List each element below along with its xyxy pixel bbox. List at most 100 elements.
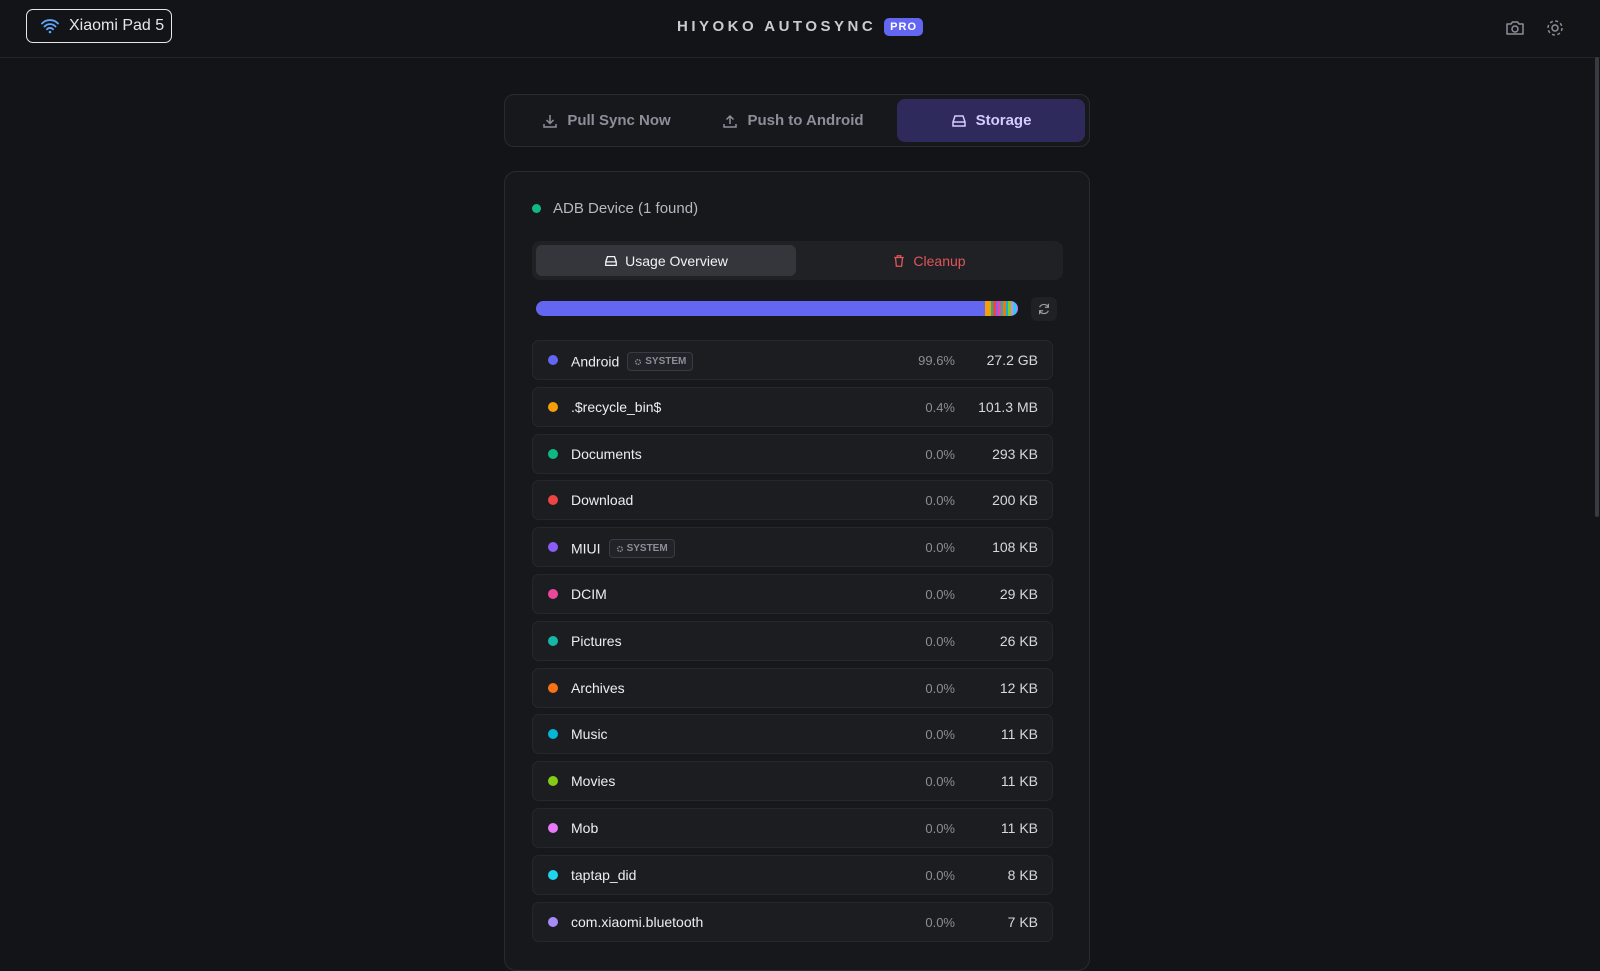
folder-name-wrap: Pictures bbox=[571, 633, 622, 649]
folder-name: Download bbox=[571, 492, 634, 509]
color-dot bbox=[548, 401, 558, 412]
folder-name-wrap: Music bbox=[571, 726, 608, 742]
folder-size: 101.3 MB bbox=[978, 398, 1038, 415]
tab-label: Push to Android bbox=[747, 112, 864, 129]
refresh-button[interactable] bbox=[1031, 297, 1057, 321]
main-tabs: Pull Sync Now Push to Android Storage bbox=[504, 94, 1090, 147]
download-icon bbox=[543, 114, 558, 128]
usage-bar bbox=[536, 301, 1018, 316]
folder-size: 8 KB bbox=[1007, 866, 1038, 883]
folder-row: Download 0.0% 200 KB bbox=[532, 480, 1053, 521]
folder-name-wrap: DCIM bbox=[571, 586, 607, 602]
folder-row: Mob 0.0% 11 KB bbox=[532, 808, 1053, 848]
folder-row: Archives 0.0% 12 KB bbox=[532, 667, 1053, 708]
folder-size: 29 KB bbox=[999, 586, 1038, 602]
folder-row: DCIM 0.0% 29 KB bbox=[532, 574, 1053, 614]
title-text: HIYOKO AUTOSYNC bbox=[676, 18, 877, 35]
tab-label: Pull Sync Now bbox=[567, 112, 671, 129]
folder-name: Pictures bbox=[571, 632, 622, 649]
usage-segment bbox=[990, 301, 993, 316]
folder-name: DCIM bbox=[571, 586, 607, 602]
subtab-usage[interactable]: Usage Overview bbox=[536, 245, 796, 276]
sub-tabs: Usage Overview Cleanup bbox=[532, 241, 1063, 280]
folder-row: Movies 0.0% 11 KB bbox=[532, 761, 1053, 802]
tab-label: Storage bbox=[975, 112, 1032, 129]
folder-name: MIUI bbox=[571, 540, 601, 557]
tab-pull[interactable]: Pull Sync Now bbox=[513, 99, 700, 142]
scrollbar[interactable] bbox=[1595, 57, 1599, 517]
folder-name-wrap: taptap_did bbox=[571, 867, 636, 883]
color-dot bbox=[548, 916, 558, 927]
folder-percent: 0.0% bbox=[925, 493, 955, 509]
tab-storage[interactable]: Storage bbox=[897, 99, 1085, 142]
drive-icon bbox=[951, 114, 966, 127]
usage-segment bbox=[1003, 301, 1006, 316]
folder-row: MIUI SYSTEM 0.0% 108 KB bbox=[532, 527, 1053, 568]
folder-size: 11 KB bbox=[1000, 820, 1038, 836]
folder-percent: 0.0% bbox=[925, 680, 955, 696]
folder-name-wrap: Android SYSTEM bbox=[571, 352, 694, 371]
refresh-icon bbox=[1039, 303, 1049, 315]
folder-name-wrap: .$recycle_bin$ bbox=[571, 399, 661, 415]
color-dot bbox=[548, 682, 558, 693]
folder-name-wrap: Movies bbox=[571, 773, 615, 789]
pro-badge: PRO bbox=[884, 18, 924, 36]
folder-size: 11 KB bbox=[1000, 773, 1038, 790]
folder-name: .$recycle_bin$ bbox=[571, 398, 662, 415]
device-name: Xiaomi Pad 5 bbox=[69, 17, 165, 34]
upload-icon bbox=[723, 114, 738, 128]
folder-row: .$recycle_bin$ 0.4% 101.3 MB bbox=[532, 386, 1053, 427]
tag-label: SYSTEM bbox=[626, 543, 668, 555]
settings-button[interactable] bbox=[1545, 18, 1565, 38]
storage-card bbox=[504, 171, 1090, 971]
usage-segment bbox=[1010, 301, 1013, 316]
color-dot bbox=[548, 729, 558, 740]
folder-percent: 0.0% bbox=[925, 914, 955, 930]
tag-label: SYSTEM bbox=[645, 356, 687, 367]
folder-percent: 0.0% bbox=[925, 540, 955, 556]
usage-segment bbox=[998, 301, 1001, 316]
folder-name: Music bbox=[571, 726, 608, 743]
device-button[interactable]: Xiaomi Pad 5 bbox=[26, 9, 172, 43]
folder-name-wrap: Archives bbox=[571, 680, 625, 696]
tab-push[interactable]: Push to Android bbox=[700, 99, 886, 142]
folder-name-wrap: Download bbox=[571, 492, 633, 508]
drive-icon bbox=[605, 255, 618, 266]
folder-percent: 0.0% bbox=[925, 446, 955, 462]
folder-size: 26 KB bbox=[999, 632, 1038, 649]
camera-button[interactable] bbox=[1505, 18, 1525, 38]
device-status: ADB Device (1 found) bbox=[532, 200, 698, 217]
folder-percent: 0.4% bbox=[925, 399, 955, 415]
folder-row: Android SYSTEM 99.6% 27.2 GB bbox=[532, 340, 1053, 380]
gear-icon bbox=[616, 545, 623, 552]
folder-row: Music 0.0% 11 KB bbox=[532, 714, 1053, 755]
folder-percent: 0.0% bbox=[925, 633, 955, 649]
status-text: ADB Device (1 found) bbox=[553, 200, 699, 217]
color-dot bbox=[548, 355, 558, 365]
folder-size: 27.2 GB bbox=[986, 352, 1038, 368]
folder-name: Documents bbox=[571, 445, 642, 462]
usage-segment bbox=[995, 301, 998, 316]
folder-row: taptap_did 0.0% 8 KB bbox=[532, 854, 1053, 895]
folder-name: Android bbox=[571, 353, 620, 370]
folder-name-wrap: MIUI SYSTEM bbox=[571, 539, 675, 559]
color-dot bbox=[548, 589, 558, 599]
subtab-label: Usage Overview bbox=[625, 252, 728, 269]
usage-segment bbox=[536, 301, 985, 316]
usage-segment bbox=[1013, 301, 1016, 316]
folder-size: 293 KB bbox=[992, 445, 1038, 462]
folder-name: com.xiaomi.bluetooth bbox=[571, 913, 704, 930]
folder-percent: 99.6% bbox=[918, 353, 955, 368]
folder-row: Pictures 0.0% 26 KB bbox=[532, 620, 1053, 661]
folder-name: Movies bbox=[571, 773, 616, 790]
header: Xiaomi Pad 5 HIYOKO AUTOSYNC PRO bbox=[0, 0, 1600, 58]
folder-name: Archives bbox=[571, 679, 625, 696]
color-dot bbox=[548, 495, 558, 506]
color-dot bbox=[548, 635, 558, 646]
subtab-cleanup[interactable]: Cleanup bbox=[799, 245, 1059, 276]
folder-name-wrap: Mob bbox=[571, 820, 598, 836]
color-dot bbox=[548, 776, 558, 787]
trash-icon bbox=[894, 254, 905, 267]
folder-percent: 0.0% bbox=[925, 727, 955, 743]
